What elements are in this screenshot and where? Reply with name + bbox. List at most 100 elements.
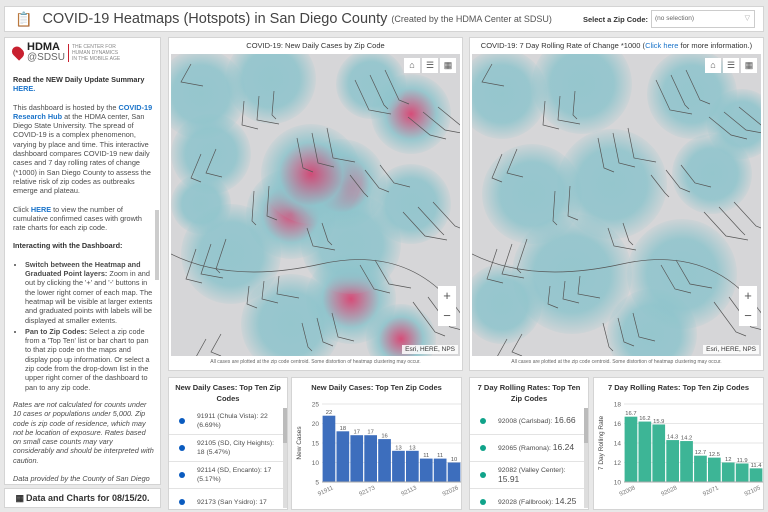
bar[interactable] [336, 431, 350, 482]
cumulative-link[interactable]: HERE [30, 204, 52, 214]
data-source: Data provided by the County of San Diego… [13, 473, 150, 484]
home-icon[interactable]: ⌂ [705, 58, 721, 73]
map2-canvas[interactable]: ⌂ ☰ ▦ + − Esri, HERE, NPS [472, 54, 761, 356]
calendar-icon: ▦ [15, 492, 24, 503]
map2-attribution: Esri, HERE, NPS [703, 345, 759, 354]
zoom-out-button[interactable]: − [443, 308, 451, 323]
x-tick-label: 91911 [317, 485, 335, 498]
bar[interactable] [447, 462, 461, 483]
data-label: 16.2 [639, 416, 650, 422]
list-item-text: 91911 (Chula Vista): 22 (6.69%) [197, 413, 268, 429]
list-item-text: 92082 (Valley Center): 15.91 [498, 466, 566, 484]
heat-blob [482, 144, 582, 244]
zoom-in-button[interactable]: + [443, 288, 451, 303]
pin-icon [9, 44, 27, 61]
bar[interactable] [406, 450, 419, 482]
heat-blob [472, 54, 547, 139]
zip-boundaries [171, 63, 460, 356]
marker-dot-icon [480, 445, 486, 451]
data-date-label: Data and Charts for 08/15/20. [25, 493, 150, 503]
zip-boundaries [472, 63, 761, 356]
summary-link[interactable]: HERE. [13, 84, 36, 94]
list-item[interactable]: 91911 (Chula Vista): 22 (6.69%) [169, 408, 287, 435]
info-scrollbar[interactable] [155, 210, 159, 280]
bar[interactable] [708, 457, 721, 482]
bar[interactable] [419, 458, 433, 482]
bar[interactable] [721, 462, 735, 483]
hdma-logo: HDMA @SDSU THE CENTER FOR HUMAN DYNAMICS … [9, 42, 154, 63]
y-axis-label: New Cases [296, 426, 303, 460]
zoom-in-button[interactable]: + [744, 288, 752, 303]
data-label: 11 [437, 453, 443, 459]
bar[interactable] [666, 440, 679, 482]
x-tick-label: 92173 [358, 485, 376, 498]
bar[interactable] [350, 435, 364, 482]
data-label: 11.9 [737, 458, 748, 464]
data-label: 17 [354, 430, 360, 436]
layers-icon[interactable]: ▦ [741, 58, 757, 73]
zoom-out-button[interactable]: − [744, 308, 752, 323]
data-label: 15.9 [653, 419, 664, 425]
y-tick-label: 10 [312, 460, 320, 467]
bar[interactable] [749, 468, 763, 482]
y-tick-label: 16 [614, 421, 622, 428]
bar[interactable] [652, 424, 666, 482]
list1-title: New Daily Cases: Top Ten Zip Codes [175, 383, 281, 403]
bar[interactable] [322, 415, 336, 482]
more-info-link[interactable]: Click here [645, 41, 679, 50]
read-summary-text: Read the NEW Daily Update Summary [13, 75, 145, 84]
chart2-svg: 10 12 14 16 18 7 Day Rolling Rate 16.7 92008 16.… [598, 402, 763, 498]
list-item[interactable]: 92114 (SD, Encanto): 17 (5.17%) [169, 462, 287, 489]
list-item[interactable]: 92173 (San Ysidro): 17 [169, 489, 287, 509]
bar[interactable] [735, 463, 749, 482]
data-label: 22 [326, 410, 332, 416]
zip-dropdown[interactable]: (no selection) ▽ [651, 10, 755, 28]
data-date-button[interactable]: ▦ Data and Charts for 08/15/20. [4, 488, 161, 508]
y-axis-label: 7 Day Rolling Rate [598, 416, 605, 471]
list2-scrollbar[interactable] [584, 408, 588, 508]
list-item[interactable]: 92008 (Carlsbad): 16.66 [470, 408, 588, 435]
home-icon[interactable]: ⌂ [404, 58, 420, 73]
list2-title: 7 Day Rolling Rates: Top Ten Zip Codes [477, 383, 581, 403]
intro-text-2: at the HDMA center, San Diego State Univ… [13, 111, 151, 196]
info-panel: HDMA @SDSU THE CENTER FOR HUMAN DYNAMICS … [4, 37, 161, 485]
list-icon[interactable]: ☰ [723, 58, 739, 73]
marker-dot-icon [480, 472, 486, 478]
map1-canvas[interactable]: ⌂ ☰ ▦ + − Esri, HERE, NPS [171, 54, 460, 356]
list-item[interactable]: 92105 (SD, City Heights): 18 (5.47%) [169, 435, 287, 462]
y-tick-label: 12 [614, 460, 622, 467]
data-label: 14.2 [681, 436, 692, 442]
bar[interactable] [680, 441, 693, 482]
list-item[interactable]: 92028 (Fallbrook): 14.25 [470, 489, 588, 509]
chart1-svg: 5 10 15 20 25 New Cases 22 91911 18 17 17 92173 16 13… [296, 402, 461, 498]
map-new-daily-cases: COVID-19: New Daily Cases by Zip Code ⌂ ☰… [168, 37, 463, 371]
chart-new-cases: New Daily Cases: Top Ten Zip Codes 5 10 15… [291, 377, 462, 510]
bar[interactable] [433, 458, 447, 482]
intro-text: This dashboard is hosted by the [13, 102, 119, 112]
map2-title-end: for more information.) [678, 41, 753, 50]
list-item-text: 92114 (SD, Encanto): 17 (5.17%) [197, 467, 272, 483]
heat-blob [532, 54, 632, 134]
bar[interactable] [638, 421, 652, 482]
y-tick-label: 14 [614, 441, 622, 448]
map-rolling-rate: COVID-19: 7 Day Rolling Rate of Change *… [469, 37, 764, 371]
list-item[interactable]: 92065 (Ramona): 16.24 [470, 435, 588, 462]
bar[interactable] [378, 439, 391, 482]
list-item[interactable]: 92082 (Valley Center): 15.91 [470, 462, 588, 489]
layers-icon[interactable]: ▦ [440, 58, 456, 73]
list-icon[interactable]: ☰ [422, 58, 438, 73]
heat-blob [336, 54, 406, 119]
bullet-heatmap: Switch between the Heatmap and Graduated… [25, 260, 154, 325]
bar[interactable] [694, 455, 707, 482]
list1-scrollbar[interactable] [283, 408, 287, 508]
bar[interactable] [364, 435, 377, 482]
research-hub-link[interactable]: COVID-19 Research Hub [13, 102, 153, 121]
list-item-text: 92173 (San Ysidro): 17 [197, 498, 267, 506]
map2-footer: All cases are plotted at the zip code ce… [511, 359, 722, 365]
list-rolling-rates: 7 Day Rolling Rates: Top Ten Zip Codes 9… [469, 377, 589, 510]
list-item-text: 92065 (Ramona): 16.24 [498, 442, 575, 453]
list-item-text: 92028 (Fallbrook): 14.25 [498, 496, 577, 507]
zip-label: Select a Zip Code: [582, 14, 648, 24]
bar[interactable] [392, 450, 405, 482]
bar[interactable] [624, 416, 638, 482]
